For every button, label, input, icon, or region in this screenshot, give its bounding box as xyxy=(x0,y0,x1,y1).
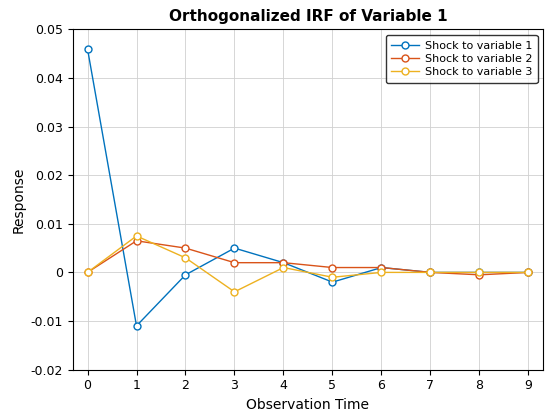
Shock to variable 3 xyxy=(231,289,238,294)
Shock to variable 2 xyxy=(378,265,385,270)
Shock to variable 2 xyxy=(182,246,189,251)
Shock to variable 1 xyxy=(427,270,434,275)
Shock to variable 2 xyxy=(427,270,434,275)
Shock to variable 3 xyxy=(378,270,385,275)
Shock to variable 1 xyxy=(133,323,140,328)
Shock to variable 1 xyxy=(280,260,287,265)
Shock to variable 3 xyxy=(280,265,287,270)
Shock to variable 2 xyxy=(231,260,238,265)
X-axis label: Observation Time: Observation Time xyxy=(246,398,370,412)
Shock to variable 3 xyxy=(84,270,91,275)
Line: Shock to variable 1: Shock to variable 1 xyxy=(84,45,532,329)
Shock to variable 2 xyxy=(280,260,287,265)
Line: Shock to variable 2: Shock to variable 2 xyxy=(84,237,532,278)
Shock to variable 2 xyxy=(133,238,140,243)
Shock to variable 1 xyxy=(525,270,532,275)
Shock to variable 3 xyxy=(133,234,140,239)
Shock to variable 3 xyxy=(182,255,189,260)
Shock to variable 3 xyxy=(329,275,336,280)
Shock to variable 1 xyxy=(378,265,385,270)
Shock to variable 1 xyxy=(84,46,91,51)
Shock to variable 1 xyxy=(182,272,189,277)
Shock to variable 1 xyxy=(329,280,336,285)
Title: Orthogonalized IRF of Variable 1: Orthogonalized IRF of Variable 1 xyxy=(169,9,447,24)
Shock to variable 2 xyxy=(525,270,532,275)
Shock to variable 3 xyxy=(427,270,434,275)
Shock to variable 3 xyxy=(525,270,532,275)
Legend: Shock to variable 1, Shock to variable 2, Shock to variable 3: Shock to variable 1, Shock to variable 2… xyxy=(386,35,538,83)
Shock to variable 3 xyxy=(476,270,483,275)
Shock to variable 1 xyxy=(231,246,238,251)
Shock to variable 1 xyxy=(476,270,483,275)
Shock to variable 2 xyxy=(476,272,483,277)
Shock to variable 2 xyxy=(329,265,336,270)
Y-axis label: Response: Response xyxy=(11,166,25,233)
Line: Shock to variable 3: Shock to variable 3 xyxy=(84,233,532,295)
Shock to variable 2 xyxy=(84,270,91,275)
